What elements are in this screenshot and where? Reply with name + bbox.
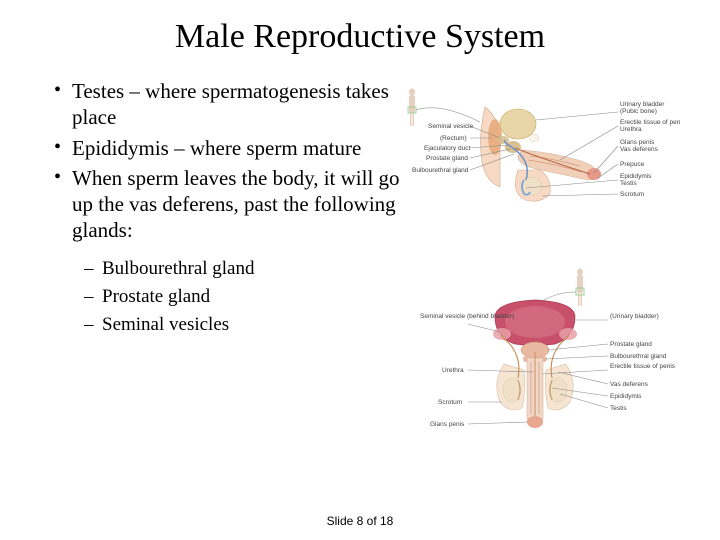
svg-text:Urethra: Urethra [620,126,642,133]
slide-footer: Slide 8 of 18 [0,514,720,528]
svg-text:Glans penis: Glans penis [430,421,465,428]
svg-text:Urethra: Urethra [442,367,464,374]
sub-bullet-list: Bulbourethral gland Prostate gland Semin… [80,258,400,336]
body-locator-icon [408,89,480,127]
bullet-item: When sperm leaves the body, it will go u… [50,165,400,244]
content-area: Testes – where spermatogenesis takes pla… [40,78,680,442]
svg-text:Vas deferens: Vas deferens [620,146,659,153]
svg-text:Scrotum: Scrotum [438,399,462,406]
bullet-item: Epididymis – where sperm mature [50,135,400,161]
bullet-list: Testes – where spermatogenesis takes pla… [50,78,400,244]
figure-column: Seminal vesicle (Rectum) Ejaculatory duc… [400,78,680,442]
sub-bullet-item: Prostate gland [80,286,400,308]
svg-text:Testis: Testis [620,180,637,187]
svg-text:(Pubic bone): (Pubic bone) [620,108,657,115]
bullet-item: Testes – where spermatogenesis takes pla… [50,78,400,131]
svg-text:Scrotum: Scrotum [620,191,644,198]
svg-text:Prostate gland: Prostate gland [426,155,468,162]
svg-text:Glans penis: Glans penis [620,139,655,146]
figure-sagittal: Seminal vesicle (Rectum) Ejaculatory duc… [400,82,680,232]
sagittal-anatomy [481,107,601,201]
svg-text:Urinary bladder: Urinary bladder [620,101,665,108]
svg-text:Seminal vesicle: Seminal vesicle [428,123,474,130]
svg-text:Vas deferens: Vas deferens [610,381,649,388]
sub-bullet-item: Seminal vesicles [80,314,400,336]
svg-text:Seminal vesicle (behind bladde: Seminal vesicle (behind bladder) [420,313,514,320]
sub-bullet-item: Bulbourethral gland [80,258,400,280]
figure-anterior: Seminal vesicle (behind bladder) Urethra… [400,262,680,442]
slide: Male Reproductive System Testes – where … [0,0,720,540]
svg-text:Testis: Testis [610,405,627,412]
svg-text:Erectile tissue of penis: Erectile tissue of penis [620,119,680,126]
svg-text:Ejaculatory duct: Ejaculatory duct [424,145,470,152]
svg-text:Bulbourethral gland: Bulbourethral gland [412,167,469,174]
page-title: Male Reproductive System [40,18,680,56]
svg-text:Epididymis: Epididymis [620,173,652,180]
svg-text:(Urinary bladder): (Urinary bladder) [610,313,659,320]
svg-text:Erectile tissue of penis: Erectile tissue of penis [610,363,676,370]
svg-text:Bulbourethral gland: Bulbourethral gland [610,353,667,360]
text-column: Testes – where spermatogenesis takes pla… [40,78,400,442]
svg-text:Prostate gland: Prostate gland [610,341,652,348]
svg-text:Epididymis: Epididymis [610,393,642,400]
svg-text:Prepuce: Prepuce [620,161,645,168]
svg-text:(Rectum): (Rectum) [440,135,467,142]
